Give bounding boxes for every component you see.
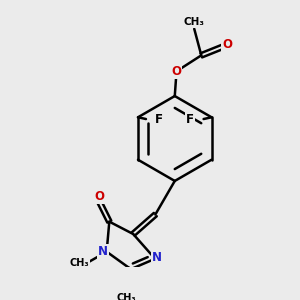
Text: O: O — [172, 65, 182, 78]
Text: CH₃: CH₃ — [184, 17, 205, 27]
Text: F: F — [186, 112, 194, 125]
Text: N: N — [98, 245, 108, 258]
Text: CH₃: CH₃ — [70, 258, 89, 268]
Text: O: O — [222, 38, 232, 51]
Text: N: N — [152, 250, 162, 263]
Text: CH₃: CH₃ — [117, 292, 136, 300]
Text: O: O — [94, 190, 104, 203]
Text: F: F — [155, 112, 163, 125]
